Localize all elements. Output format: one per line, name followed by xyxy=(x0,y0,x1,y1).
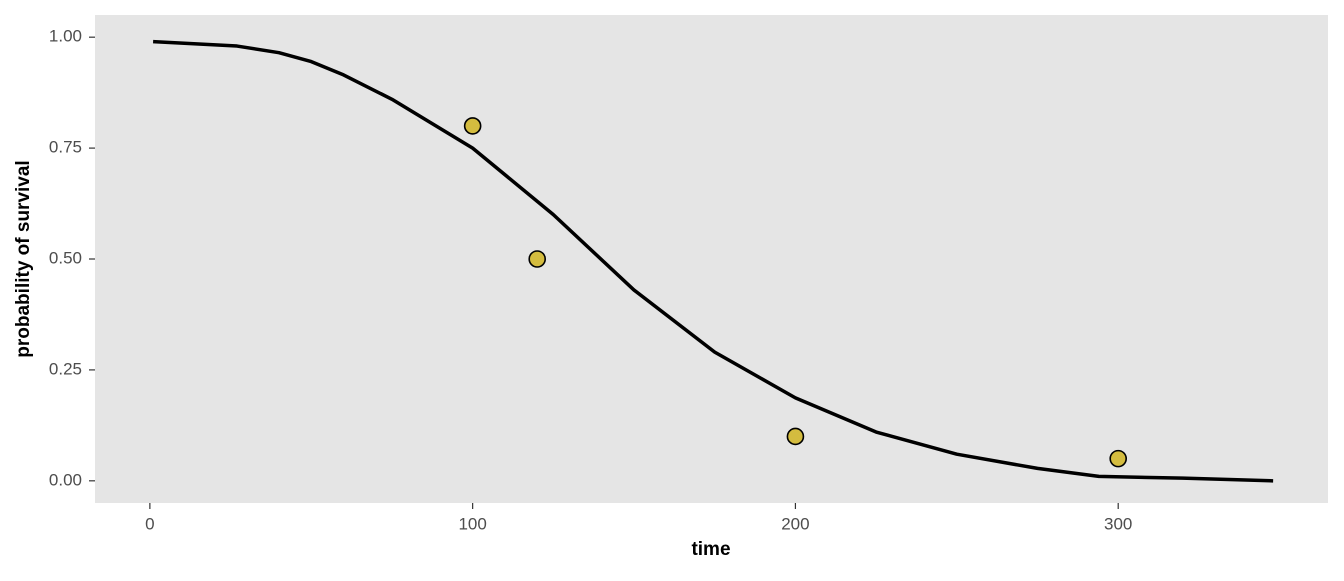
data-point xyxy=(528,250,547,268)
x-axis-title: time xyxy=(691,539,730,560)
fitted-curve xyxy=(153,39,1274,483)
y-tick-label: 0.25 xyxy=(49,359,82,378)
data-point xyxy=(786,427,805,446)
x-tick-label: 300 xyxy=(1104,514,1132,533)
y-tick-label: 0.75 xyxy=(49,138,82,157)
x-tick-label: 100 xyxy=(458,514,486,533)
y-tick-label: 0.50 xyxy=(49,248,82,267)
x-tick-label: 0 xyxy=(145,514,154,533)
x-tick-label: 200 xyxy=(781,514,809,533)
data-point xyxy=(1109,449,1127,468)
data-point xyxy=(463,117,482,135)
y-tick-label: 0.00 xyxy=(49,470,82,489)
y-tick-label: 1.00 xyxy=(49,27,82,46)
y-axis-title: probability of survival xyxy=(13,160,34,357)
panel-background xyxy=(95,15,1328,503)
